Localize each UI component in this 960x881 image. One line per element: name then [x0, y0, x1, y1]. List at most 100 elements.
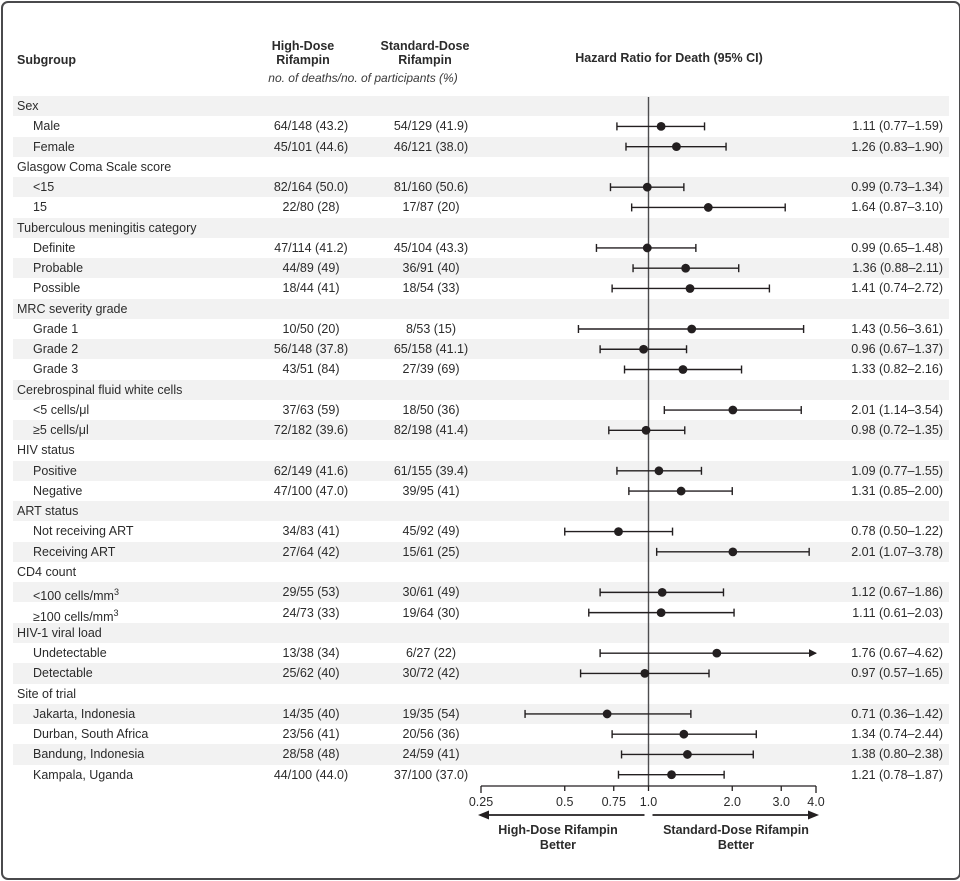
- high-dose-value: 27/64 (42): [282, 544, 340, 559]
- table-row: HIV-1 viral load: [13, 622, 949, 643]
- column-header-subgroup: Subgroup: [17, 53, 77, 67]
- standard-dose-value: 54/129 (41.9): [393, 119, 469, 134]
- table-row: Grade 3 43/51 (84) 27/39 (69) 1.33 (0.82–2.…: [13, 359, 949, 379]
- hazard-ratio-value: 1.21 (0.78–1.87): [851, 767, 943, 782]
- hazard-ratio-value: 0.99 (0.73–1.34): [851, 180, 943, 195]
- standard-dose-value: 18/50 (36): [402, 402, 460, 417]
- table-row: CD4 count: [13, 562, 949, 582]
- hazard-ratio-value: 1.34 (0.74–2.44): [851, 727, 943, 742]
- high-dose-value: 44/89 (49): [282, 261, 340, 276]
- high-dose-value: 29/55 (53): [282, 585, 340, 600]
- standard-dose-value: 45/92 (49): [402, 524, 460, 539]
- table-row: Kampala, Uganda 44/100 (44.0) 37/100 (37.0…: [13, 765, 949, 785]
- standard-dose-value: 15/61 (25): [402, 544, 460, 559]
- table-row: Grade 1 10/50 (20) 8/53 (15) 1.43 (0.56–3.6…: [13, 319, 949, 339]
- standard-dose-value: 18/54 (33): [402, 281, 460, 296]
- table-row: Male 64/148 (43.2) 54/129 (41.9) 1.11 (0.77…: [13, 116, 949, 136]
- hazard-ratio-value: 0.99 (0.65–1.48): [851, 240, 943, 255]
- subgroup-label: Male: [33, 119, 61, 134]
- subgroup-label: Grade 1: [33, 321, 79, 336]
- category-label: ART status: [17, 504, 79, 519]
- subgroup-label: <100 cells/mm3: [33, 587, 119, 604]
- subgroup-label: Not receiving ART: [33, 524, 134, 539]
- table-row: Grade 2 56/148 (37.8) 65/158 (41.1) 0.96 (0…: [13, 339, 949, 360]
- subgroup-label: Undetectable: [33, 646, 107, 661]
- hazard-ratio-value: 1.64 (0.87–3.10): [851, 200, 943, 215]
- high-dose-value: 82/164 (50.0): [273, 180, 349, 195]
- subgroup-label: Receiving ART: [33, 544, 116, 559]
- hazard-ratio-value: 1.33 (0.82–2.16): [851, 362, 943, 377]
- category-label: MRC severity grade: [17, 301, 128, 316]
- table-row: Glasgow Coma Scale score: [13, 157, 949, 177]
- table-row: Definite 47/114 (41.2) 45/104 (43.3) 0.99 (…: [13, 238, 949, 258]
- high-dose-value: 37/63 (59): [282, 402, 340, 417]
- hazard-ratio-value: 1.76 (0.67–4.62): [851, 646, 943, 661]
- high-dose-value: 43/51 (84): [282, 362, 340, 377]
- category-label: HIV status: [17, 443, 75, 458]
- standard-dose-value: 45/104 (43.3): [393, 240, 469, 255]
- high-dose-value: 23/56 (41): [282, 727, 340, 742]
- table-row: Tuberculous meningitis category: [13, 217, 949, 238]
- table-row: <100 cells/mm3 29/55 (53) 30/61 (49) 1.12 (…: [13, 582, 949, 604]
- high-dose-value: 45/101 (44.6): [273, 139, 349, 154]
- hazard-ratio-value: 1.11 (0.61–2.03): [852, 605, 943, 620]
- table-row: Negative 47/100 (47.0) 39/95 (41) 1.31 (0.8…: [13, 481, 949, 501]
- standard-dose-value: 6/27 (22): [405, 646, 457, 661]
- category-label: Cerebrospinal fluid white cells: [17, 382, 183, 397]
- subgroup-label: Detectable: [33, 666, 93, 681]
- left-arrow: [478, 810, 645, 820]
- subgroup-label: Negative: [33, 483, 83, 498]
- table-row: <5 cells/μl 37/63 (59) 18/50 (36) 2.01 (1.1…: [13, 400, 949, 420]
- subgroup-label: Probable: [33, 261, 84, 276]
- table-row: Sex: [13, 96, 949, 117]
- standard-dose-value: 8/53 (15): [405, 321, 457, 336]
- subgroup-label: <15: [33, 180, 55, 195]
- hazard-ratio-value: 2.01 (1.14–3.54): [851, 402, 943, 417]
- hazard-ratio-value: 2.01 (1.07–3.78): [851, 544, 943, 559]
- table-row: ≥100 cells/mm3 24/73 (33) 19/64 (30) 1.11 (…: [13, 603, 949, 624]
- high-dose-value: 14/35 (40): [282, 706, 340, 721]
- standard-dose-value: 39/95 (41): [402, 483, 460, 498]
- axis-tick-label: 3.0: [772, 795, 790, 809]
- high-dose-value: 22/80 (28): [282, 200, 340, 215]
- standard-dose-value: 19/35 (54): [402, 706, 460, 721]
- hazard-ratio-value: 1.12 (0.67–1.86): [851, 585, 943, 600]
- category-label: CD4 count: [17, 564, 77, 579]
- hazard-ratio-value: 1.09 (0.77–1.55): [851, 463, 943, 478]
- high-dose-value: 62/149 (41.6): [273, 463, 349, 478]
- table-row: Detectable 25/62 (40) 30/72 (42) 0.97 (0.57…: [13, 663, 949, 684]
- table-row: Durban, South Africa 23/56 (41) 20/56 (36)…: [13, 724, 949, 744]
- subgroup-label: ≥100 cells/mm3: [33, 607, 119, 624]
- column-header-high-dose: High-Dose Rifampin: [271, 39, 335, 67]
- hazard-ratio-value: 1.11 (0.77–1.59): [852, 119, 943, 134]
- category-label: Site of trial: [17, 686, 77, 701]
- table-row: ≥5 cells/μl 72/182 (39.6) 82/198 (41.4) 0.9…: [13, 420, 949, 441]
- category-label: HIV-1 viral load: [17, 625, 102, 640]
- high-dose-value: 13/38 (34): [282, 646, 340, 661]
- table-row: MRC severity grade: [13, 298, 949, 319]
- standard-dose-value: 37/100 (37.0): [393, 767, 469, 782]
- standard-dose-value: 65/158 (41.1): [393, 342, 469, 357]
- standard-dose-value: 36/91 (40): [402, 261, 460, 276]
- axis-tick-label: 1.0: [639, 795, 658, 809]
- high-dose-value: 24/73 (33): [282, 605, 340, 620]
- hazard-ratio-value: 0.96 (0.67–1.37): [851, 342, 943, 357]
- high-dose-value: 28/58 (48): [282, 747, 340, 762]
- table-row: 15 22/80 (28) 17/87 (20) 1.64 (0.87–3.10): [13, 197, 949, 217]
- table-row: <15 82/164 (50.0) 81/160 (50.6) 0.99 (0.73–…: [13, 177, 949, 198]
- subgroup-label: Durban, South Africa: [33, 727, 149, 742]
- hazard-ratio-value: 1.41 (0.74–2.72): [851, 281, 943, 296]
- standard-dose-value: 24/59 (41): [402, 747, 460, 762]
- table-row: Not receiving ART 34/83 (41) 45/92 (49) 0.7…: [13, 521, 949, 541]
- table-row: Probable 44/89 (49) 36/91 (40) 1.36 (0.88–2…: [13, 258, 949, 279]
- high-dose-value: 25/62 (40): [282, 666, 340, 681]
- axis-tick-label: 4.0: [807, 795, 825, 809]
- table-row: Bandung, Indonesia 28/58 (48) 24/59 (41) 1.…: [13, 744, 949, 765]
- axis-tick-label: 0.5: [556, 795, 574, 809]
- table-row: Positive 62/149 (41.6) 61/155 (39.4) 1.09 (…: [13, 460, 949, 481]
- high-dose-value: 18/44 (41): [282, 281, 340, 296]
- subgroup-label: Jakarta, Indonesia: [33, 706, 136, 721]
- high-dose-value: 72/182 (39.6): [273, 423, 349, 438]
- high-dose-value: 47/114 (41.2): [274, 240, 348, 255]
